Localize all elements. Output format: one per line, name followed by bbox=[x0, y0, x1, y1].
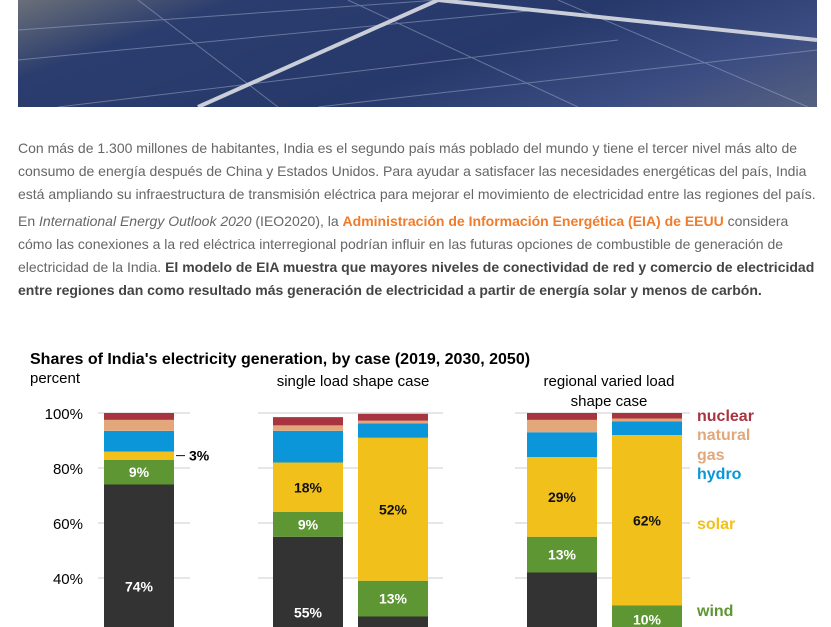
legend-item: nuclear bbox=[697, 408, 754, 425]
bar-segment-nuclear bbox=[527, 413, 597, 420]
chart-title: Shares of India's electricity generation… bbox=[30, 351, 530, 368]
bar-segment-wind bbox=[612, 605, 682, 627]
group-label-line: shape case bbox=[571, 393, 648, 410]
bar-segment-wind bbox=[104, 459, 174, 485]
y-tick-label: 60% bbox=[53, 516, 83, 533]
bar-value-label: 55% bbox=[294, 604, 323, 620]
eia-link[interactable]: Administración de Información Energética… bbox=[342, 213, 724, 229]
generation-share-chart: Shares of India's electricity generation… bbox=[30, 351, 754, 627]
bar-segment-coal bbox=[104, 484, 174, 627]
annotation-label: 3% bbox=[189, 448, 210, 464]
text: En bbox=[18, 213, 40, 229]
bar-value-label: 18% bbox=[294, 479, 323, 495]
group-label-line: regional varied load bbox=[544, 373, 675, 390]
bar-segment-solar bbox=[273, 462, 343, 512]
y-tick-label: 80% bbox=[53, 461, 83, 478]
legend-item: solar bbox=[697, 516, 735, 533]
bar-segment-hydro bbox=[527, 432, 597, 457]
bar-value-label: 29% bbox=[548, 489, 577, 505]
bar-value-label: 9% bbox=[298, 516, 319, 532]
bar-value-label: 52% bbox=[379, 501, 408, 517]
bar-segment-solar bbox=[358, 437, 428, 581]
bar-segment-nuclear bbox=[612, 413, 682, 419]
bar-value-label: 62% bbox=[633, 512, 662, 528]
bar-segment-hydro bbox=[104, 430, 174, 452]
y-tick-label: 100% bbox=[45, 406, 83, 423]
bar-segment-wind bbox=[358, 580, 428, 617]
bar-segment-solar bbox=[612, 435, 682, 606]
report-title: International Energy Outlook 2020 bbox=[39, 213, 252, 229]
legend-item: wind bbox=[696, 603, 733, 620]
text: considera cómo las conexiones a la red e… bbox=[18, 213, 789, 275]
legend-item: gas bbox=[697, 447, 725, 464]
group-label-regional: regional varied load shape case bbox=[544, 373, 675, 410]
bar-segment-nuclear bbox=[273, 417, 343, 426]
bar-segment-natural-gas bbox=[104, 419, 174, 431]
bar-segment-natural-gas bbox=[273, 425, 343, 431]
bar-segment-coal bbox=[358, 616, 428, 627]
bar-segment-natural-gas bbox=[527, 419, 597, 433]
article-body: Con más de 1.300 millones de habitantes,… bbox=[18, 137, 823, 306]
bar-segment-wind bbox=[273, 512, 343, 537]
bar-segment-solar bbox=[527, 457, 597, 537]
bar-value-label: 9% bbox=[129, 464, 150, 480]
bar-value-label: 74% bbox=[125, 578, 154, 594]
bar-segment-coal bbox=[527, 572, 597, 627]
bar-value-label: 13% bbox=[548, 547, 577, 563]
bold-conclusion: El modelo de EIA muestra que mayores niv… bbox=[18, 259, 815, 298]
bar-segment-natural-gas bbox=[358, 420, 428, 424]
legend-item: natural bbox=[697, 427, 750, 444]
paragraph-2: En International Energy Outlook 2020 (IE… bbox=[18, 210, 823, 302]
paragraph-1: Con más de 1.300 millones de habitantes,… bbox=[18, 140, 816, 202]
bar-segment-nuclear bbox=[358, 413, 428, 421]
bar-value-label: 13% bbox=[379, 591, 408, 607]
solar-panel-grid bbox=[18, 0, 817, 107]
text: (IEO2020), la bbox=[251, 213, 343, 229]
bar-segment-hydro bbox=[612, 421, 682, 435]
y-tick-label: 40% bbox=[53, 571, 83, 588]
solar-panels-photo bbox=[18, 0, 817, 107]
bar-segment-nuclear bbox=[104, 413, 174, 420]
bar-segment-coal bbox=[273, 536, 343, 627]
bar-segment-natural-gas bbox=[612, 418, 682, 422]
bar-segment-solar bbox=[104, 451, 174, 460]
legend-item: hydro bbox=[697, 466, 742, 483]
group-label-single: single load shape case bbox=[277, 373, 430, 390]
bar-segment-hydro bbox=[358, 423, 428, 438]
bar-segment-wind bbox=[527, 536, 597, 573]
bar-value-label: 10% bbox=[633, 611, 662, 627]
bar-segment-hydro bbox=[273, 430, 343, 463]
y-axis-label: percent bbox=[30, 370, 81, 387]
